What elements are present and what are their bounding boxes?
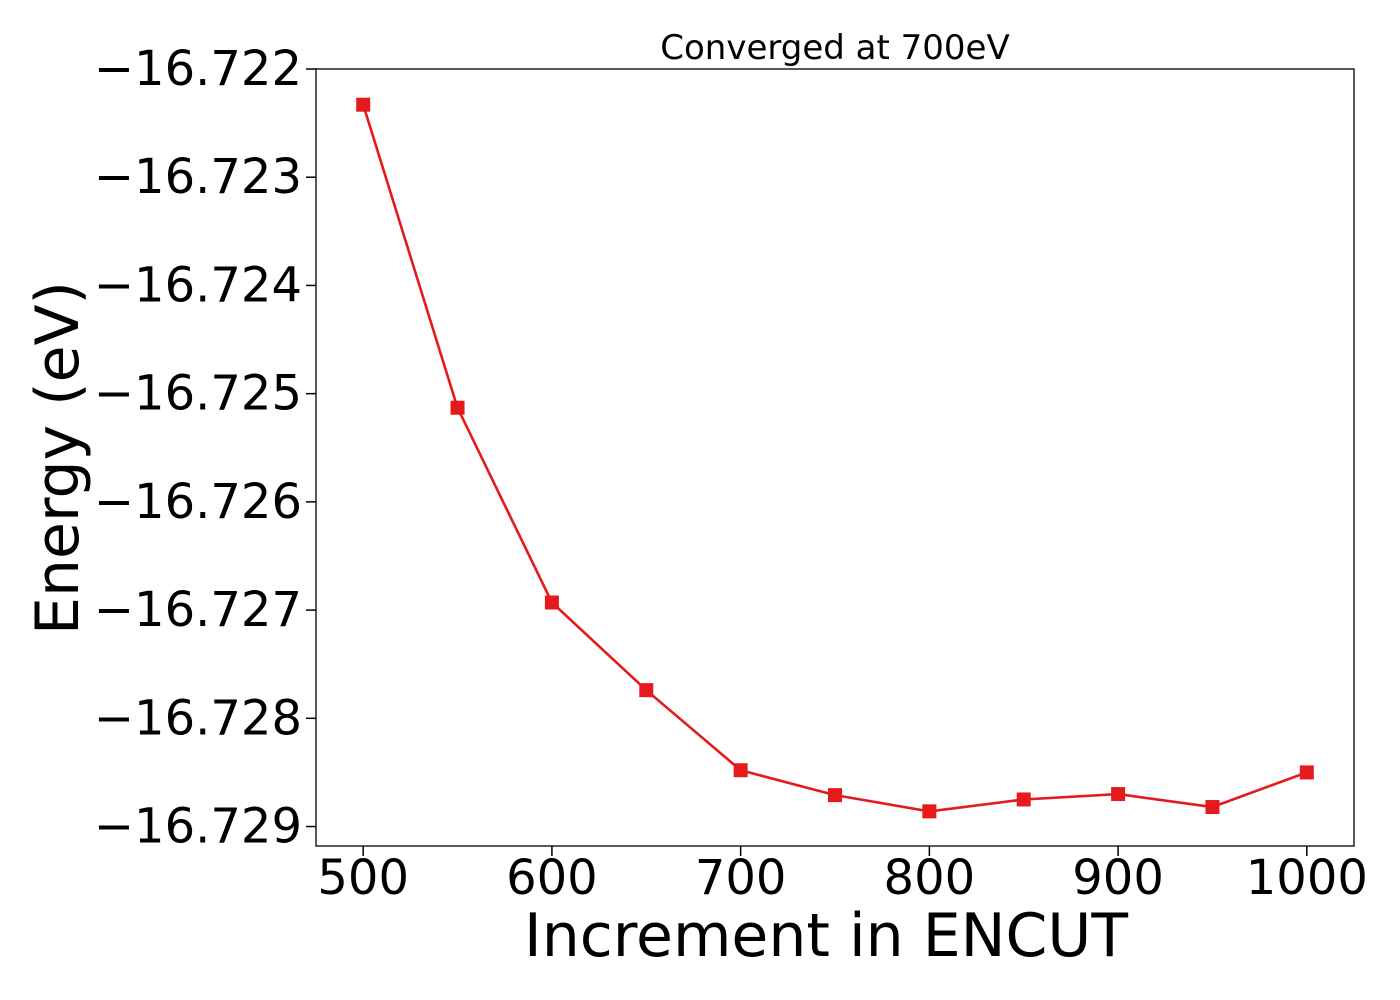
y-tick-label: −16.729 [94, 799, 302, 855]
chart-title: Converged at 700eV [660, 28, 1009, 68]
data-point-marker [544, 595, 559, 610]
series-layer [356, 97, 1314, 819]
y-axis-label: Energy (eV) [23, 281, 93, 635]
data-point-marker [828, 788, 842, 803]
data-point-marker [1016, 792, 1031, 807]
x-tick-label: 900 [1072, 850, 1164, 906]
y-tick-label: −16.723 [94, 149, 302, 205]
y-tick-label: −16.726 [94, 474, 302, 530]
data-point-marker [922, 804, 937, 819]
y-tick-label: −16.727 [94, 582, 302, 638]
data-point-marker [1111, 787, 1126, 802]
y-tick-label: −16.724 [94, 257, 302, 313]
data-point-marker [733, 763, 748, 778]
x-tick-label: 1000 [1246, 850, 1368, 906]
x-tick-label: 700 [695, 850, 787, 906]
y-axis: −16.722 −16.723 −16.724 −16.725 −16.726 −16.7… [94, 41, 316, 855]
data-point-marker [356, 97, 371, 112]
data-point-marker [450, 400, 465, 415]
y-tick-label: −16.728 [94, 690, 302, 746]
data-point-marker [1205, 800, 1220, 815]
y-tick-label: −16.722 [94, 41, 302, 97]
x-axis-label: Increment in ENCUT [524, 901, 1128, 971]
x-tick-label: 800 [884, 850, 976, 906]
data-point-marker [1299, 765, 1314, 780]
x-axis: 500 600 700 800 900 1000 [317, 846, 1368, 906]
x-tick-label: 500 [317, 850, 409, 906]
plot-area [315, 68, 1355, 847]
data-point-marker [639, 683, 654, 698]
y-tick-label: −16.725 [94, 366, 302, 422]
x-tick-label: 600 [506, 850, 598, 906]
